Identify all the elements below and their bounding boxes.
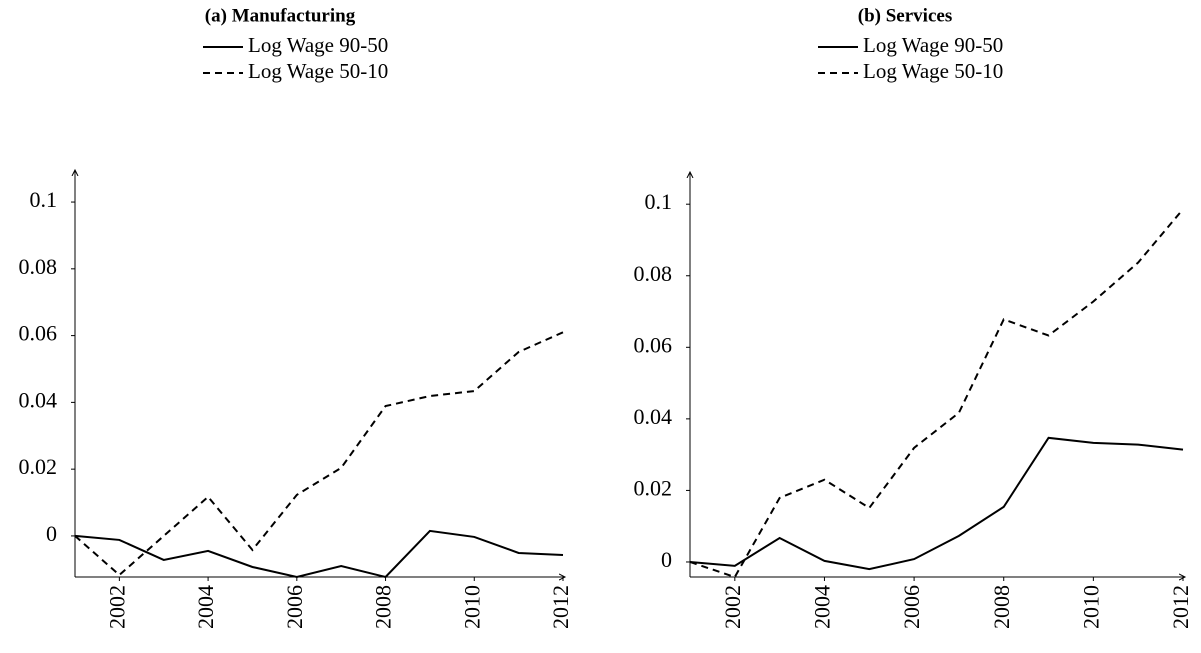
- y-tick-label: 0.02: [634, 475, 673, 500]
- y-tick-label: 0: [46, 521, 57, 546]
- chart-title: (a) Manufacturing: [205, 5, 356, 26]
- x-tick-label: 2006: [282, 585, 307, 629]
- y-tick-label: 0.04: [634, 404, 673, 429]
- x-tick-label: 2004: [810, 585, 835, 629]
- x-tick-label: 2010: [1078, 585, 1103, 629]
- series-line: [689, 436, 1184, 571]
- y-tick-label: 0.06: [634, 332, 673, 357]
- x-tick-label: 2002: [720, 585, 745, 629]
- y-tick-label: 0.04: [19, 387, 58, 412]
- x-tick-label: 2006: [899, 585, 924, 629]
- y-tick-label: 0.02: [19, 454, 58, 479]
- legend-label: Log Wage 50-10: [248, 59, 388, 83]
- x-tick-label: 2012: [548, 585, 573, 629]
- y-tick-label: 0.08: [19, 254, 58, 279]
- legend-label: Log Wage 90-50: [863, 33, 1003, 57]
- series-line: [689, 208, 1184, 579]
- y-tick-label: 0: [661, 547, 672, 572]
- y-tick-label: 0.1: [645, 189, 673, 214]
- x-tick-label: 2012: [1168, 585, 1193, 629]
- y-tick-label: 0.08: [634, 261, 673, 286]
- series-line: [74, 529, 564, 579]
- legend-label: Log Wage 90-50: [248, 33, 388, 57]
- x-tick-label: 2008: [989, 585, 1014, 629]
- series-line: [74, 331, 564, 577]
- x-tick-label: 2004: [193, 585, 218, 629]
- chart-title: (b) Services: [858, 5, 952, 26]
- y-tick-label: 0.1: [30, 187, 58, 212]
- x-tick-label: 2010: [459, 585, 484, 629]
- legend-label: Log Wage 50-10: [863, 59, 1003, 83]
- y-tick-label: 0.06: [19, 321, 58, 346]
- x-tick-label: 2008: [371, 585, 396, 629]
- x-tick-label: 2002: [104, 585, 129, 629]
